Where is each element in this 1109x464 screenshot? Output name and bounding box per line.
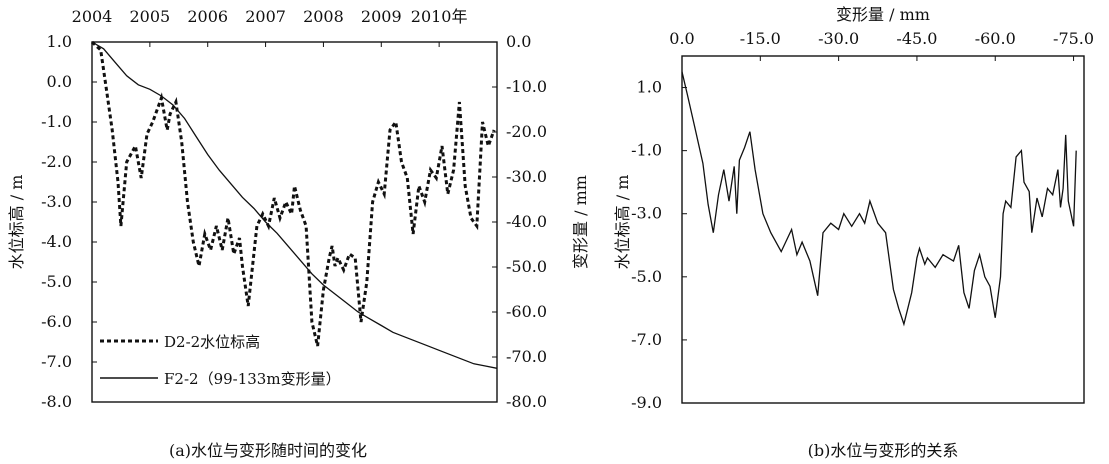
chart-b-caption: (b)水位与变形的关系 xyxy=(808,441,959,460)
right-y-tick-label: -30.0 xyxy=(506,167,547,186)
chart-b-plot-frame xyxy=(681,55,1085,404)
chart-a-left-y-ticks: 1.0 0.0 -1.0 -2.0 -3.0 -4.0 -5.0 -6.0 -7.0 -8.0 xyxy=(41,32,97,411)
left-y-tick-label: -1.0 xyxy=(41,112,72,131)
chart-a-plot-frame xyxy=(91,41,498,403)
right-y-tick-label: -80.0 xyxy=(506,392,547,411)
right-y-tick-label: -70.0 xyxy=(506,347,547,366)
x-tick-label: 2008 xyxy=(303,7,344,26)
series-relationship-line xyxy=(681,71,1077,327)
left-y-tick-label: 0.0 xyxy=(47,72,72,91)
chart-a-legend: D2-2水位标高 F2-2（99-133m变形量） xyxy=(100,333,341,388)
series-water-level-line xyxy=(90,40,496,347)
series-deformation-line xyxy=(91,41,498,369)
y-tick-label: -9.0 xyxy=(631,393,662,412)
chart-a: 2004 2005 2006 2007 2008 2009 2010年 1.0 0.0 -1.0… xyxy=(7,7,590,460)
right-y-tick-label: -10.0 xyxy=(506,77,547,96)
legend-label-water-level: D2-2水位标高 xyxy=(164,333,260,351)
right-y-tick-label: -20.0 xyxy=(506,122,547,141)
x-tick-label: 2006 xyxy=(187,7,228,26)
chart-a-x-ticks: 2004 2005 2006 2007 2008 2009 2010年 xyxy=(72,7,468,47)
x-tick-label: 2010年 xyxy=(411,7,468,26)
chart-b: 0.0 -15.0 -30.0 -45.0 -60.0 -75.0 1.0 -1.0 -3.0… xyxy=(613,5,1094,460)
chart-b-y-ticks: 1.0 -1.0 -3.0 -5.0 -7.0 -9.0 xyxy=(631,78,687,412)
chart-a-right-y-label: 变形量 / mm xyxy=(571,175,590,269)
left-y-tick-label: 1.0 xyxy=(47,32,72,51)
x-tick-label: -30.0 xyxy=(818,29,859,48)
chart-a-left-y-label: 水位标高 / m xyxy=(7,175,26,270)
y-tick-label: -3.0 xyxy=(631,204,662,223)
right-y-tick-label: 0.0 xyxy=(506,32,531,51)
left-y-tick-label: -7.0 xyxy=(41,352,72,371)
left-y-tick-label: -6.0 xyxy=(41,312,72,331)
x-tick-label: 2007 xyxy=(245,7,286,26)
left-y-tick-label: -3.0 xyxy=(41,192,72,211)
y-tick-label: -7.0 xyxy=(631,330,662,349)
chart-a-right-y-ticks: 0.0 -10.0 -20.0 -30.0 -40.0 -50.0 -60.0 -70.0 -8… xyxy=(492,32,547,411)
chart-a-series xyxy=(90,40,498,369)
chart-b-x-ticks: 0.0 -15.0 -30.0 -45.0 -60.0 -75.0 xyxy=(669,29,1094,61)
left-y-tick-label: -5.0 xyxy=(41,272,72,291)
y-tick-label: -1.0 xyxy=(631,141,662,160)
x-tick-label: 0.0 xyxy=(669,29,694,48)
x-tick-label: -75.0 xyxy=(1053,29,1094,48)
y-tick-label: -5.0 xyxy=(631,267,662,286)
x-tick-label: 2009 xyxy=(361,7,402,26)
left-y-tick-label: -4.0 xyxy=(41,232,72,251)
right-y-tick-label: -40.0 xyxy=(506,212,547,231)
x-tick-label: -45.0 xyxy=(896,29,937,48)
y-tick-label: 1.0 xyxy=(637,78,662,97)
right-y-tick-label: -50.0 xyxy=(506,257,547,276)
chart-b-series xyxy=(681,71,1077,327)
x-tick-label: -15.0 xyxy=(740,29,781,48)
left-y-tick-label: -8.0 xyxy=(41,392,72,411)
chart-b-x-label: 变形量 / mm xyxy=(836,5,930,24)
x-tick-label: 2005 xyxy=(129,7,170,26)
x-tick-label: 2004 xyxy=(72,7,113,26)
chart-b-y-label: 水位标高 / m xyxy=(613,175,632,270)
chart-a-caption: (a)水位与变形随时间的变化 xyxy=(169,441,367,460)
legend-label-deformation: F2-2（99-133m变形量） xyxy=(164,370,341,388)
left-y-tick-label: -2.0 xyxy=(41,152,72,171)
right-y-tick-label: -60.0 xyxy=(506,302,547,321)
x-tick-label: -60.0 xyxy=(975,29,1016,48)
